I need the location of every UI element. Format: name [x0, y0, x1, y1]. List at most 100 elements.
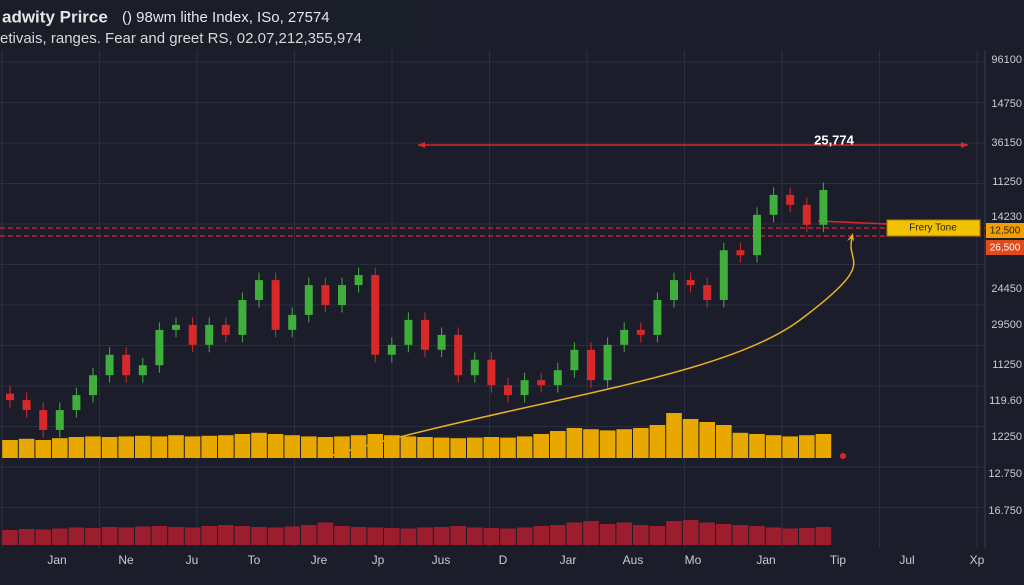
- title: adwity Prirce: [2, 7, 108, 26]
- volume-bar: [367, 434, 383, 458]
- candle-body: [520, 380, 529, 396]
- volume-bar: [301, 436, 317, 458]
- x-label: To: [248, 553, 261, 567]
- candle-body: [769, 194, 778, 215]
- x-label: Jus: [432, 553, 451, 567]
- volume-bar: [334, 436, 350, 458]
- volume-bar: [201, 435, 217, 458]
- volume-bar: [765, 435, 782, 458]
- candle-body: [802, 204, 811, 225]
- volume2-bar: [400, 528, 417, 545]
- price-label: 14750: [991, 98, 1022, 110]
- candle-body: [736, 250, 745, 256]
- volume-bar: [284, 435, 300, 458]
- volume2-bar: [184, 527, 201, 545]
- volume2-bar: [334, 526, 350, 545]
- volume-bar: [566, 428, 583, 458]
- volume-bar: [533, 434, 549, 458]
- volume2-bar: [68, 527, 85, 545]
- volume-bar: [384, 435, 400, 458]
- candle-body: [89, 375, 97, 396]
- trend-curve: [329, 237, 855, 457]
- volume-bar: [52, 438, 68, 458]
- candle-body: [753, 214, 761, 256]
- candle-body: [338, 285, 346, 305]
- volume-bar: [85, 436, 101, 458]
- level-label: 25,774: [814, 132, 855, 147]
- volume-bar: [2, 440, 18, 458]
- x-label: Tip: [830, 553, 847, 567]
- volume-bar: [633, 428, 649, 458]
- candle-body: [172, 324, 180, 330]
- volume2-bar: [52, 528, 68, 545]
- volume2-bar: [301, 525, 317, 545]
- x-label: Ju: [186, 553, 199, 567]
- volume2-bar: [649, 526, 666, 545]
- candle-body: [470, 359, 479, 376]
- volume2-bar: [85, 528, 101, 545]
- volume-bar: [18, 438, 35, 458]
- marker-dot: [840, 453, 846, 459]
- volume2-bar: [633, 525, 649, 545]
- volume-bar: [400, 436, 417, 458]
- volume-bar: [682, 419, 699, 458]
- grid: [0, 50, 986, 548]
- zone-label: Frery Tone: [909, 223, 957, 234]
- volume-bar: [151, 436, 168, 458]
- volume-bar: [716, 425, 732, 458]
- tag-lower: [986, 240, 1024, 255]
- volume2-bar: [699, 522, 715, 545]
- price-label: 12250: [991, 431, 1022, 443]
- candle-body: [105, 354, 114, 376]
- volume2-bar: [118, 527, 134, 545]
- volume-bar: [799, 435, 815, 458]
- candle-body: [321, 285, 330, 305]
- volume2-bar: [251, 527, 267, 545]
- candle-body: [620, 329, 629, 345]
- volume2-bar: [2, 530, 18, 545]
- volume2-bar: [101, 527, 118, 545]
- price-label: 96100: [991, 54, 1022, 66]
- candle-body: [504, 385, 512, 396]
- volume-bar: [649, 425, 666, 458]
- candle-body: [719, 250, 728, 300]
- price-label: 14230: [991, 211, 1022, 223]
- volume-bar: [782, 436, 798, 458]
- volume-bar: [135, 435, 151, 458]
- header-bg: [0, 0, 420, 50]
- volume2-bar: [201, 526, 217, 545]
- candle-body: [6, 393, 14, 401]
- candle-body: [553, 370, 562, 386]
- volume2-bar: [782, 528, 798, 545]
- volume2-bar: [135, 526, 151, 545]
- candle-body: [122, 354, 131, 376]
- volume2-bar: [350, 527, 367, 545]
- candle-body: [537, 380, 546, 386]
- candle-body: [55, 410, 64, 430]
- candle-body: [786, 194, 795, 205]
- x-label: Jan: [756, 553, 775, 567]
- volume-bar: [467, 437, 483, 458]
- x-label: Mo: [685, 553, 702, 567]
- candle-body: [437, 334, 446, 350]
- volume-bar: [68, 437, 85, 458]
- candle-body: [22, 400, 31, 411]
- volume2-bar: [749, 526, 765, 545]
- x-label: Xp: [970, 553, 985, 567]
- candle-body: [39, 410, 48, 430]
- candle-body: [387, 344, 396, 355]
- x-label: Jre: [311, 553, 328, 567]
- candle-body: [819, 189, 828, 225]
- volume2-bar: [168, 527, 184, 545]
- price-label: 36150: [991, 137, 1022, 149]
- candle-body: [670, 280, 678, 300]
- volume2-bar: [716, 524, 732, 545]
- volume2-bar: [367, 527, 383, 545]
- x-label: Jp: [372, 553, 385, 567]
- candle-body: [421, 319, 429, 350]
- volume2-bar: [35, 529, 51, 545]
- candle-body: [354, 275, 363, 286]
- volume-bar: [599, 430, 616, 458]
